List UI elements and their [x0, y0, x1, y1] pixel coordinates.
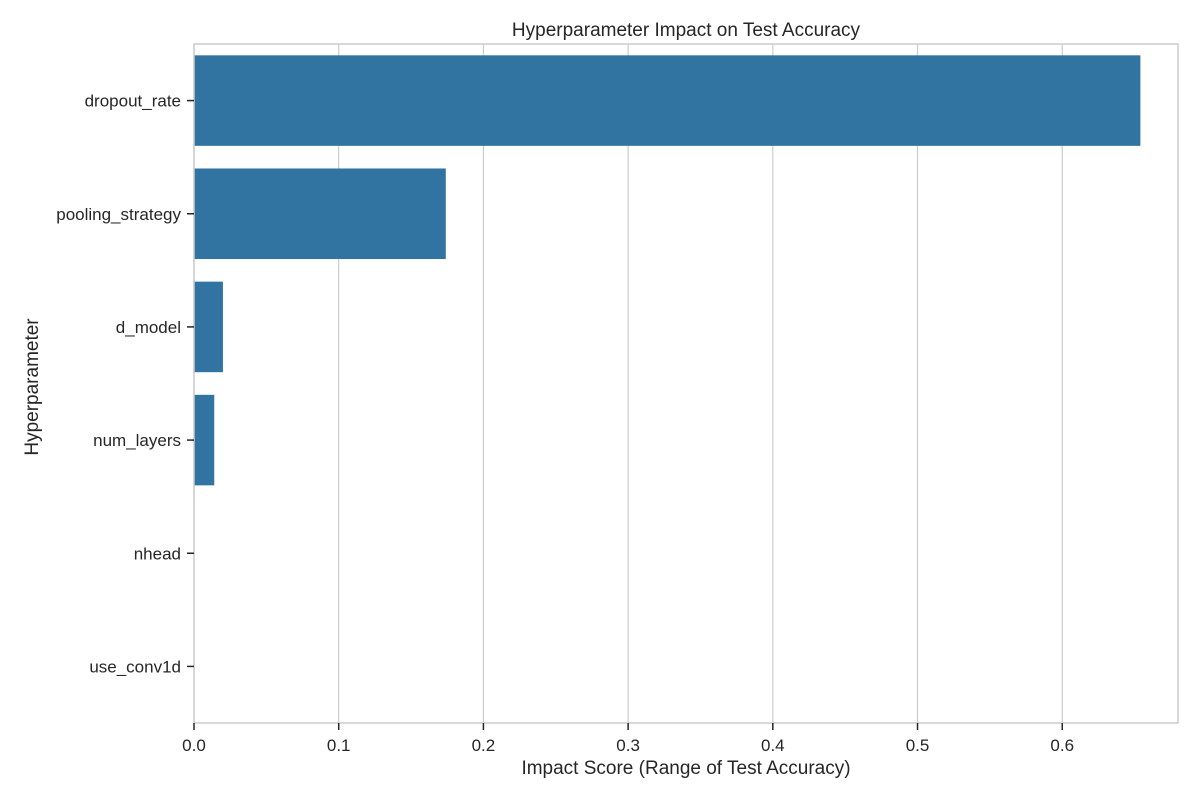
x-tick-label-4: 0.4 — [761, 736, 785, 755]
y-tick-label-use-conv1d: use_conv1d — [89, 657, 181, 676]
chart-title: Hyperparameter Impact on Test Accuracy — [512, 20, 861, 41]
y-tick-label-pooling-strategy: pooling_strategy — [56, 205, 181, 224]
x-tick-label-1: 0.1 — [327, 736, 351, 755]
x-tick-label-5: 0.5 — [906, 736, 930, 755]
bar-num-layers — [194, 394, 215, 486]
bars-layer — [194, 55, 1141, 486]
y-axis-ticks: dropout_rate pooling_strategy d_model num_l… — [56, 92, 194, 676]
x-tick-label-0: 0.0 — [182, 736, 206, 755]
y-tick-label-dropout-rate: dropout_rate — [85, 92, 181, 111]
x-tick-label-2: 0.2 — [472, 736, 496, 755]
bar-dropout-rate — [194, 55, 1141, 146]
x-axis-ticks: 0.0 0.1 0.2 0.3 0.4 0.5 0.6 — [182, 723, 1074, 755]
bar-pooling-strategy — [194, 168, 446, 260]
y-tick-label-nhead: nhead — [134, 544, 181, 563]
spines-layer — [193, 43, 1179, 724]
plot-frame — [193, 43, 1179, 724]
y-tick-label-d-model: d_model — [116, 318, 181, 337]
y-axis-label: Hyperparameter — [22, 318, 43, 456]
y-tick-label-num-layers: num_layers — [93, 431, 181, 450]
grid-layer — [193, 44, 1063, 723]
x-tick-label-6: 0.6 — [1050, 736, 1074, 755]
x-tick-label-3: 0.3 — [616, 736, 640, 755]
x-axis-label: Impact Score (Range of Test Accuracy) — [521, 758, 850, 779]
bar-d-model — [194, 281, 223, 373]
